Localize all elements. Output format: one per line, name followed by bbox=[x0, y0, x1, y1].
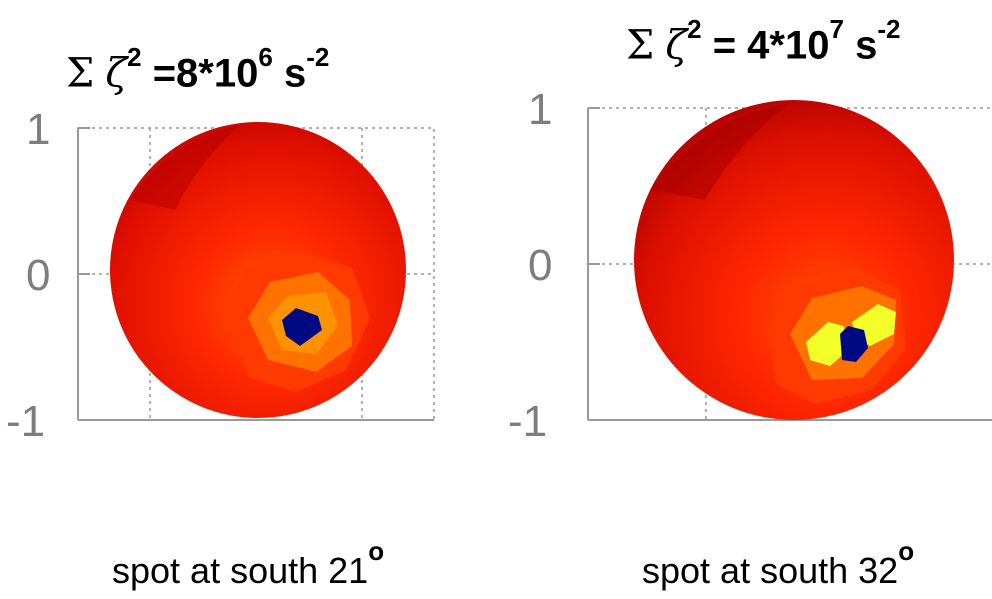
caption-text: spot at south 21 bbox=[112, 550, 369, 591]
title-power: 2 bbox=[687, 14, 702, 44]
caption-degree: o bbox=[368, 536, 385, 566]
zeta-symbol: ζ bbox=[105, 50, 128, 97]
dark-spot bbox=[840, 326, 868, 362]
zeta-symbol: ζ bbox=[665, 22, 688, 69]
caption-text: spot at south 32 bbox=[642, 550, 899, 591]
sphere-shade bbox=[130, 125, 240, 210]
panel-left: Σ ζ2 =8*106 s-2 1 0 - bbox=[0, 0, 480, 599]
sum-symbol: Σ bbox=[626, 22, 655, 69]
y-tick-label: 0 bbox=[528, 241, 553, 290]
title-unit: s bbox=[855, 23, 878, 68]
sphere-shade bbox=[650, 103, 790, 200]
panel-title: Σ ζ2 = 4*107 s-2 bbox=[626, 14, 900, 69]
y-tick-label: 1 bbox=[26, 105, 51, 154]
panel-title: Σ ζ2 =8*106 s-2 bbox=[66, 42, 329, 97]
title-power: 2 bbox=[127, 42, 142, 72]
plot-area bbox=[587, 100, 992, 421]
title-value: = 4*10 bbox=[712, 23, 830, 68]
caption-degree: o bbox=[898, 536, 915, 566]
title-unit: s bbox=[283, 51, 307, 96]
title-exponent: 7 bbox=[829, 14, 844, 44]
panel-caption: spot at south 21o bbox=[112, 536, 384, 592]
panel-caption: spot at south 32o bbox=[642, 536, 914, 592]
title-value: =8*10 bbox=[152, 51, 259, 96]
title-exponent: 6 bbox=[258, 42, 273, 72]
panel-right: Σ ζ2 = 4*107 s-2 1 0 -1 bbox=[500, 0, 992, 599]
dark-spot bbox=[282, 308, 322, 346]
title-unit-exponent: -2 bbox=[306, 42, 330, 72]
plot-area bbox=[77, 122, 435, 421]
y-tick-label: -1 bbox=[6, 397, 46, 446]
y-tick-label: -1 bbox=[508, 397, 548, 446]
y-tick-label: 0 bbox=[26, 251, 51, 300]
yellow-region bbox=[806, 322, 846, 366]
y-tick-label: 1 bbox=[528, 85, 553, 134]
sum-symbol: Σ bbox=[66, 50, 95, 97]
title-unit-exponent: -2 bbox=[877, 14, 901, 44]
